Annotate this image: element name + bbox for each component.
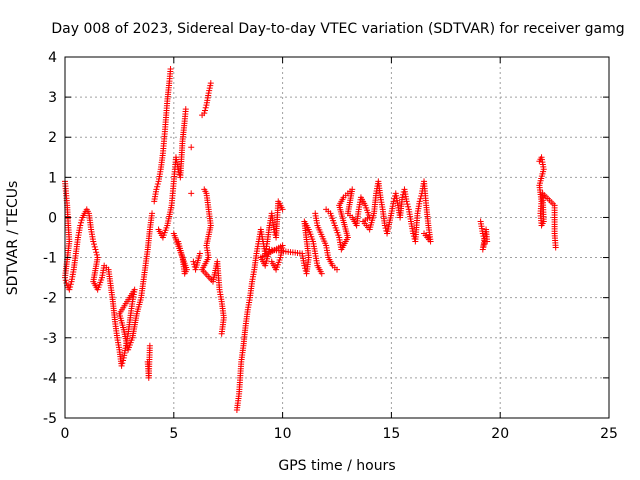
data-point: [188, 190, 195, 197]
data-point: [92, 246, 99, 253]
data-point: [381, 222, 388, 229]
data-point: [405, 203, 412, 210]
x-axis-ticks: 0 5 10 15 20 25: [61, 57, 618, 442]
data-point: [403, 198, 410, 205]
data-points: [62, 66, 559, 413]
data-point: [90, 238, 97, 245]
y-tick-label: 0: [48, 210, 57, 226]
data-point: [62, 277, 69, 284]
data-point: [201, 107, 208, 114]
data-point: [93, 249, 100, 256]
x-tick-label: 5: [169, 426, 178, 442]
data-point: [182, 106, 189, 113]
grid-lines: [65, 57, 609, 418]
data-point: [201, 110, 208, 117]
y-axis-label: SDTVAR / TECUs: [5, 181, 21, 296]
x-tick-label: 25: [600, 426, 618, 442]
data-point: [91, 241, 98, 248]
data-point: [318, 270, 325, 277]
y-tick-label: -3: [43, 331, 57, 347]
data-point: [206, 87, 213, 94]
data-point: [63, 279, 70, 286]
data-point: [190, 258, 197, 265]
data-point: [153, 186, 160, 193]
y-tick-label: -2: [43, 291, 57, 307]
data-point: [301, 262, 308, 269]
data-point: [334, 266, 340, 273]
data-point: [119, 360, 126, 367]
data-point: [207, 80, 214, 87]
data-point: [154, 183, 161, 190]
x-tick-label: 20: [491, 426, 509, 442]
plot-frame: [64, 56, 610, 419]
chart-title: Day 008 of 2023, Sidereal Day-to-day VTE…: [51, 21, 624, 37]
data-point: [207, 82, 214, 89]
data-point: [146, 342, 153, 349]
x-axis-label: GPS time / hours: [278, 458, 395, 474]
y-tick-label: -1: [43, 251, 57, 267]
data-point: [270, 226, 277, 233]
data-point: [149, 210, 156, 217]
data-point: [67, 281, 74, 288]
data-point: [218, 330, 225, 337]
data-point: [552, 244, 559, 251]
data-point: [202, 104, 209, 111]
x-tick-label: 15: [382, 426, 400, 442]
data-point: [78, 217, 85, 224]
data-point: [484, 238, 491, 245]
y-tick-label: -4: [43, 371, 57, 387]
data-point: [167, 66, 174, 73]
data-point: [77, 219, 84, 226]
data-point: [399, 194, 406, 201]
y-tick-label: 4: [48, 50, 57, 66]
y-tick-label: -5: [43, 411, 57, 427]
y-axis-ticks: -5 -4 -3 -2 -1 0 1 2 3 4: [43, 50, 609, 427]
data-point: [205, 90, 212, 97]
data-point: [390, 198, 397, 205]
data-point: [425, 234, 432, 241]
data-point: [66, 286, 73, 293]
data-point: [417, 195, 424, 202]
data-point: [404, 201, 411, 208]
y-tick-label: 3: [48, 90, 57, 106]
y-tick-label: 2: [48, 130, 57, 146]
x-tick-label: 10: [274, 426, 292, 442]
data-point: [279, 206, 286, 213]
data-point: [120, 357, 127, 364]
data-point: [191, 261, 198, 268]
data-point: [77, 222, 84, 229]
data-point: [67, 283, 74, 290]
data-point: [410, 230, 417, 237]
data-point: [118, 362, 125, 369]
x-tick-label: 0: [61, 426, 70, 442]
data-point: [188, 144, 195, 151]
data-point: [91, 243, 98, 250]
y-tick-label: 1: [48, 170, 57, 186]
data-point: [175, 166, 182, 173]
data-point: [170, 230, 177, 237]
data-point: [416, 198, 423, 205]
data-point: [196, 250, 203, 257]
data-point: [206, 85, 213, 92]
data-point: [154, 181, 161, 188]
